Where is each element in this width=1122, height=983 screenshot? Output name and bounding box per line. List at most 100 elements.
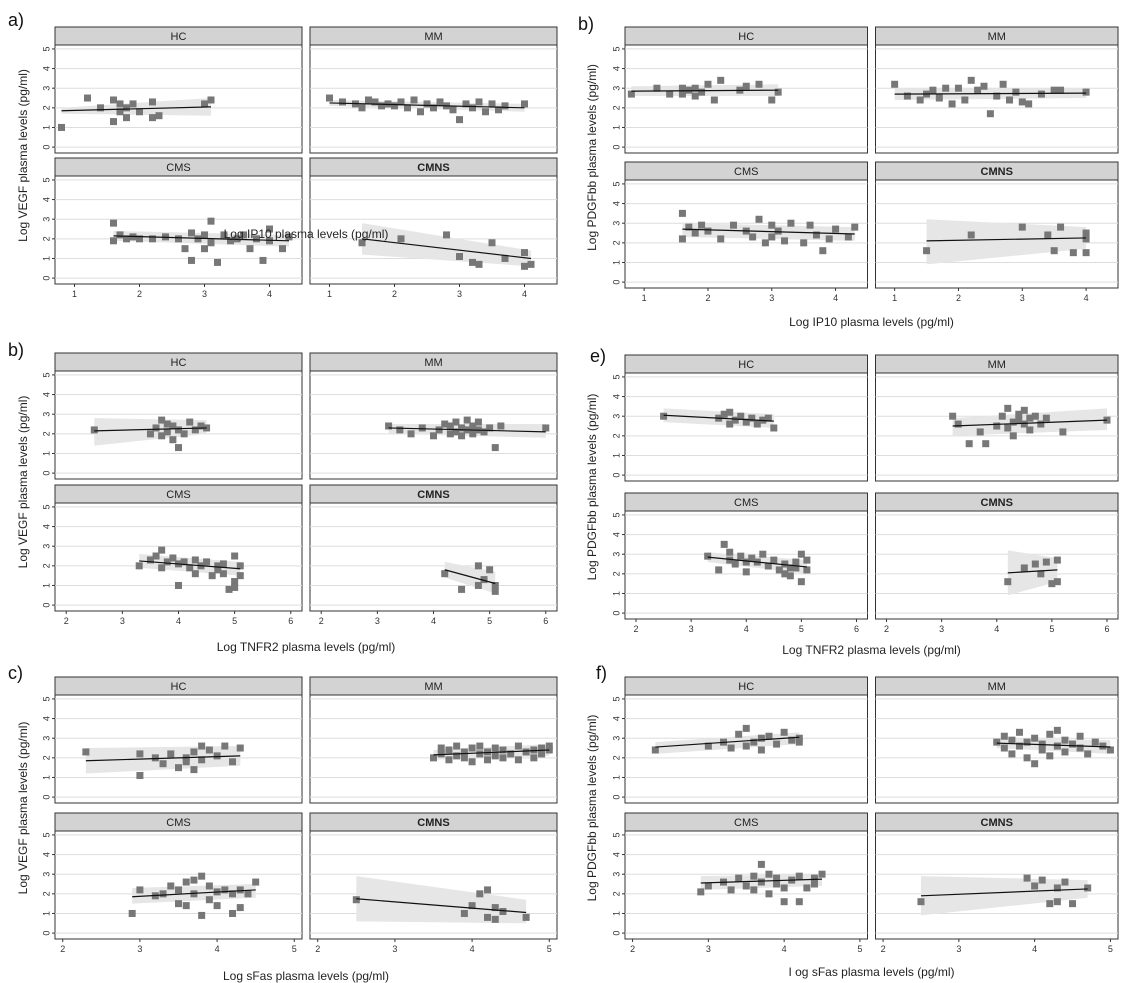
data-point xyxy=(1082,88,1090,96)
data-point xyxy=(474,418,482,426)
data-point xyxy=(484,886,492,894)
data-point xyxy=(123,235,130,243)
y-tick-label: 0 xyxy=(41,931,51,936)
x-tick-label: 3 xyxy=(956,944,961,954)
data-point xyxy=(1046,900,1054,908)
data-point xyxy=(136,235,143,243)
data-point xyxy=(774,227,782,235)
data-point xyxy=(190,748,198,756)
y-tick-label: 2 xyxy=(41,236,51,241)
data-point xyxy=(1050,247,1058,255)
data-point xyxy=(486,566,494,574)
data-point xyxy=(742,82,750,90)
data-point xyxy=(923,247,931,255)
data-point xyxy=(764,414,772,422)
data-point xyxy=(191,570,199,578)
data-point xyxy=(1031,560,1039,568)
x-tick-label: 5 xyxy=(547,944,552,954)
data-point xyxy=(110,96,117,104)
data-point xyxy=(742,742,750,750)
data-point xyxy=(731,560,739,568)
facet-strip-label: MM xyxy=(988,359,1006,371)
regression-line xyxy=(113,235,290,242)
data-point xyxy=(469,422,477,430)
data-point xyxy=(488,100,496,108)
data-point xyxy=(501,254,509,262)
data-point xyxy=(542,424,550,432)
x-tick-label: 4 xyxy=(522,289,527,299)
data-point xyxy=(1057,86,1065,94)
regression-line xyxy=(433,749,550,756)
data-point xyxy=(803,884,811,892)
x-tick-label: 2 xyxy=(705,293,710,303)
data-point xyxy=(499,908,507,916)
data-point xyxy=(491,587,499,595)
facet-hc: HC 0 1 2 3 4 5 xyxy=(41,26,303,154)
chart-panel-1: a) HC 0 1 2 3 4 5 MM CMS 0 1 2 3 4 5 1 2 3 4 CMNS 1 2 3 4 Log VEG… xyxy=(8,10,558,299)
data-point xyxy=(780,898,788,906)
data-point xyxy=(1023,754,1031,762)
data-point xyxy=(207,217,215,225)
data-point xyxy=(186,418,194,426)
facet-plot-area xyxy=(624,44,868,154)
data-point xyxy=(460,909,468,917)
data-point xyxy=(236,886,244,894)
data-point xyxy=(780,884,788,892)
data-point xyxy=(201,231,208,239)
data-point xyxy=(775,566,783,574)
data-point xyxy=(1069,900,1077,908)
data-point xyxy=(929,86,937,94)
data-point xyxy=(993,738,1001,746)
data-point xyxy=(1015,410,1023,418)
facet-mm: MM xyxy=(875,26,1119,154)
facet-strip-label: CMNS xyxy=(417,817,449,829)
data-point xyxy=(737,552,745,560)
data-point xyxy=(726,408,734,416)
data-point xyxy=(1031,760,1039,768)
facet-cmns: CMNS 2 3 4 5 6 xyxy=(309,484,558,626)
x-tick-label: 4 xyxy=(744,624,749,634)
data-point xyxy=(792,564,800,572)
data-point xyxy=(726,420,734,428)
data-point xyxy=(986,110,994,118)
data-point xyxy=(474,562,482,570)
data-point xyxy=(1059,428,1067,436)
data-point xyxy=(417,108,424,116)
data-point xyxy=(1061,736,1069,744)
data-point xyxy=(181,245,189,253)
y-tick-label: 1 xyxy=(41,451,51,456)
data-point xyxy=(803,556,811,564)
data-point xyxy=(469,258,476,266)
data-point xyxy=(149,98,156,106)
y-tick-label: 0 xyxy=(41,795,51,800)
data-point xyxy=(445,746,453,754)
facet-mm: MM xyxy=(309,676,558,804)
x-tick-label: 2 xyxy=(60,944,65,954)
data-point xyxy=(717,76,725,84)
data-point xyxy=(123,114,130,122)
y-tick-label: 4 xyxy=(611,66,621,71)
y-tick-label: 4 xyxy=(611,532,621,537)
facet-cms: CMS 0 1 2 3 4 5 1 2 3 4 xyxy=(41,157,303,299)
data-point xyxy=(221,886,229,894)
data-point xyxy=(501,102,509,110)
data-point xyxy=(445,756,453,764)
y-tick-label: 1 xyxy=(611,911,621,916)
data-point xyxy=(484,913,492,921)
data-point xyxy=(468,902,476,910)
data-point xyxy=(236,572,244,580)
data-point xyxy=(188,229,195,237)
x-tick-label: 4 xyxy=(215,944,220,954)
y-tick-label: 3 xyxy=(41,217,51,222)
data-point xyxy=(219,560,227,568)
data-point xyxy=(773,874,781,882)
data-point xyxy=(522,913,530,921)
data-point xyxy=(456,253,463,261)
data-point xyxy=(480,428,488,436)
data-point xyxy=(768,221,776,229)
data-point xyxy=(169,422,177,430)
y-tick-label: 2 xyxy=(41,431,51,436)
y-tick-label: 0 xyxy=(41,145,51,150)
y-tick-label: 1 xyxy=(611,453,621,458)
data-point xyxy=(691,229,699,237)
